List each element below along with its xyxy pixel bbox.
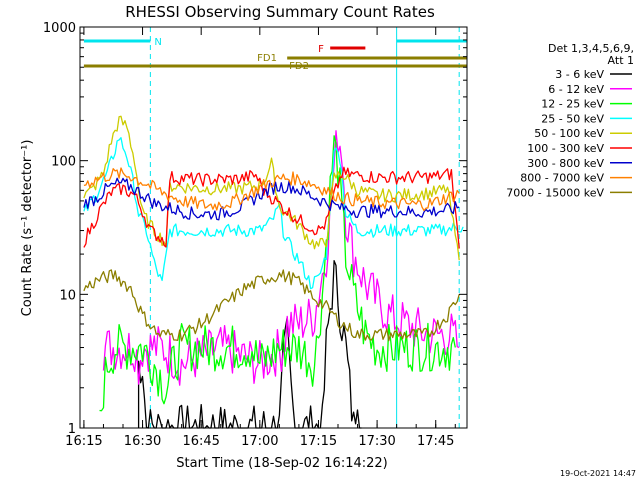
- x-tick-label-1: 16:30: [124, 434, 161, 449]
- legend-title-line-1: Att 1: [608, 54, 634, 67]
- series-line-3: [83, 137, 464, 290]
- legend-label-4: 50 - 100 keV: [534, 127, 604, 140]
- footer-timestamp: 19-Oct-2021 14:47: [560, 469, 636, 478]
- x-tick-label-6: 17:45: [417, 434, 454, 449]
- series-line-8: [83, 269, 460, 342]
- legend-label-5: 100 - 300 keV: [527, 142, 604, 155]
- legend-label-2: 12 - 25 keV: [541, 98, 604, 111]
- y-axis-label: Count Rate (s⁻¹ detector⁻¹): [20, 140, 35, 317]
- flag-label-fd1: FD1: [257, 53, 277, 64]
- chart-title: RHESSI Observing Summary Count Rates: [125, 3, 435, 21]
- x-tick-label-5: 17:30: [358, 434, 395, 449]
- legend-label-6: 300 - 800 keV: [527, 157, 604, 170]
- y-tick-label-3: 1000: [43, 21, 76, 36]
- y-tick-label-0: 1: [68, 422, 76, 437]
- x-axis-label: Start Time (18-Sep-02 16:14:22): [176, 456, 387, 471]
- series-line-1: [102, 130, 460, 386]
- x-tick-label-3: 17:00: [241, 434, 278, 449]
- series-line-6: [83, 177, 460, 221]
- legend-label-8: 7000 - 15000 keV: [506, 186, 604, 199]
- y-tick-label-1: 10: [59, 288, 76, 303]
- legend-label-1: 6 - 12 keV: [548, 83, 604, 96]
- series-line-2: [99, 135, 456, 412]
- flag-label-f: F: [318, 44, 324, 55]
- series-line-7: [83, 167, 460, 212]
- legend-title-line-0: Det 1,3,4,5,6,9,: [548, 42, 634, 55]
- plot-frame: [79, 26, 468, 429]
- flag-label-fd2: FD2: [289, 61, 309, 72]
- flag-label-n: N: [154, 37, 161, 48]
- legend: Det 1,3,4,5,6,9,Att 1 3 - 6 keV 6 - 12 keV…: [506, 42, 634, 199]
- legend-label-0: 3 - 6 keV: [555, 68, 604, 81]
- legend-label-3: 25 - 50 keV: [541, 112, 604, 125]
- legend-label-7: 800 - 7000 keV: [520, 172, 604, 185]
- series-line-4: [83, 115, 460, 261]
- series-line-5: [83, 166, 460, 249]
- axes: 16:15 16:30 16:45 17:00 17:15 17:30 17:45 1 10 10…: [43, 21, 467, 449]
- y-tick-label-2: 100: [51, 155, 76, 170]
- x-tick-label-4: 17:15: [300, 434, 337, 449]
- x-tick-label-2: 16:45: [182, 434, 219, 449]
- x-tick-label-0: 16:15: [65, 434, 102, 449]
